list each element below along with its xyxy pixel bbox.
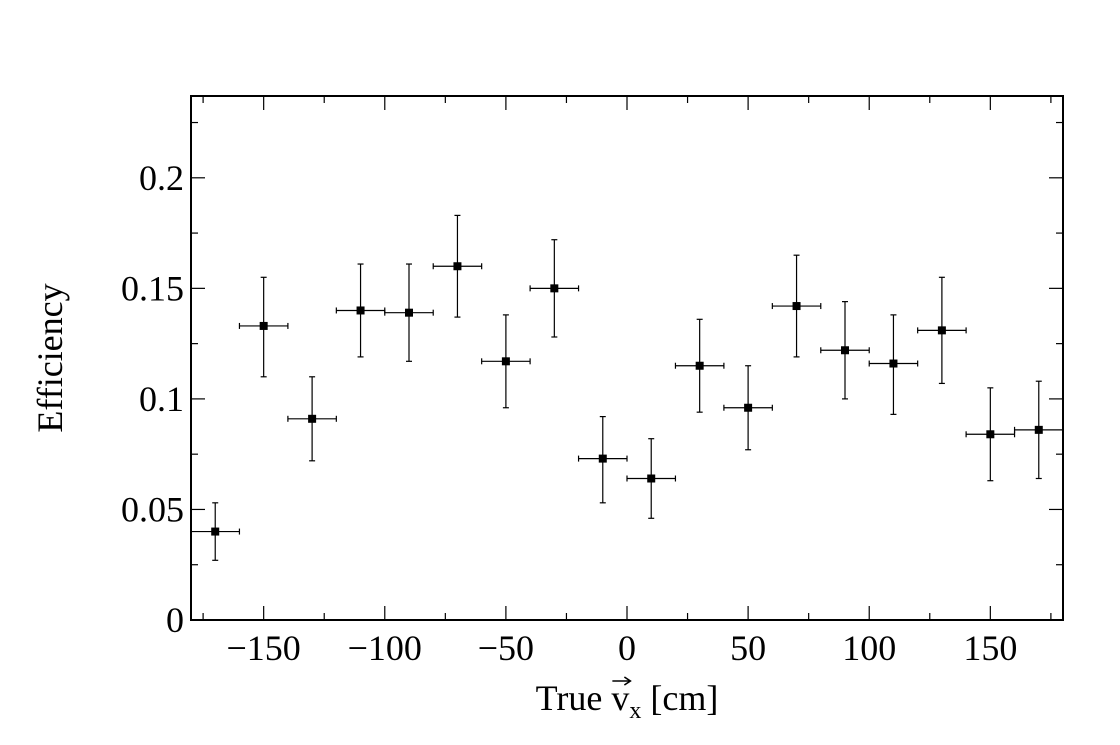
square-marker	[986, 430, 995, 439]
x-tick-label: −100	[348, 628, 422, 668]
x-tick-label: 50	[730, 628, 766, 668]
data-point	[529, 239, 580, 338]
x-tick-label: 0	[618, 628, 636, 668]
square-marker	[453, 262, 462, 271]
y-tick-label: 0	[166, 600, 184, 640]
square-marker	[841, 346, 849, 355]
data-point	[577, 415, 628, 504]
vector-arrow-icon	[612, 676, 632, 686]
x-axis-label-symbol: v	[611, 678, 629, 718]
ticks-layer	[191, 96, 1063, 621]
data-points-layer	[190, 214, 1064, 561]
data-point	[432, 214, 483, 318]
square-marker	[792, 302, 801, 311]
x-tick-label: 100	[842, 628, 896, 668]
x-tick-label: −150	[227, 628, 301, 668]
data-point	[723, 365, 773, 451]
data-point	[1013, 380, 1064, 480]
y-tick-label: 0.1	[139, 379, 184, 419]
y-tick-label: 0.2	[139, 158, 184, 198]
data-point	[384, 263, 434, 362]
data-point	[771, 254, 822, 358]
square-marker	[501, 357, 510, 366]
x-axis-label-suffix: [cm]	[641, 678, 718, 718]
square-marker	[937, 326, 946, 335]
x-tick-label: 150	[963, 628, 1017, 668]
data-point	[674, 318, 725, 413]
data-point	[965, 387, 1016, 482]
y-tick-label: 0.15	[121, 268, 184, 308]
svg-text:True vx [cm]: True vx [cm]	[536, 678, 719, 724]
square-marker	[211, 527, 220, 536]
data-point	[481, 314, 531, 409]
square-marker	[744, 403, 753, 412]
data-point	[335, 263, 386, 358]
data-point	[917, 276, 967, 385]
x-axis-label-subscript: x	[629, 698, 641, 724]
y-axis-label: Efficiency	[30, 283, 70, 432]
square-marker	[1034, 425, 1043, 434]
square-marker	[550, 284, 559, 293]
square-marker	[695, 361, 704, 370]
square-marker	[308, 414, 317, 423]
data-point	[820, 301, 870, 400]
data-point	[626, 438, 677, 519]
square-marker	[889, 359, 898, 368]
square-marker	[259, 321, 268, 330]
x-axis-label: True vx [cm]	[536, 676, 719, 724]
x-tick-label: −50	[478, 628, 534, 668]
tick-labels-layer: −150 −100 −50 0 50 100 150 0 0.05 0.1 0.15 0.2	[121, 158, 1017, 668]
square-marker	[598, 454, 607, 463]
vector-arrow-head	[623, 676, 632, 686]
data-point	[868, 314, 919, 415]
x-axis-label-prefix: True	[536, 678, 612, 718]
plot-frame	[190, 95, 1064, 621]
square-marker	[356, 306, 365, 315]
square-marker	[647, 474, 656, 483]
square-marker	[405, 308, 413, 317]
y-tick-label: 0.05	[121, 489, 184, 529]
data-point	[287, 376, 337, 462]
data-point	[190, 502, 241, 561]
data-point	[238, 276, 289, 378]
